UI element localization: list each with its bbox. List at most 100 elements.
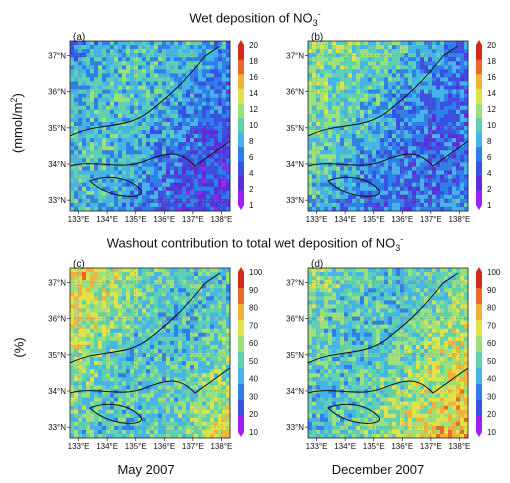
heatmap-cell — [194, 198, 199, 204]
heatmap-cell — [316, 117, 321, 123]
heatmap-cell — [348, 77, 353, 82]
heatmap-cell — [412, 186, 417, 192]
heatmap-cell — [98, 61, 103, 66]
heatmap-cell — [210, 206, 215, 212]
heatmap-cell — [110, 154, 115, 159]
heatmap-cell — [146, 138, 151, 143]
heatmap-cell — [368, 73, 373, 78]
heatmap-cell — [210, 166, 215, 171]
heatmap-cell — [70, 142, 75, 147]
y-tick-label: 37°N — [286, 51, 304, 60]
heatmap-cell — [122, 304, 127, 309]
heatmap-cell — [90, 296, 95, 301]
heatmap-cell — [428, 142, 433, 147]
heatmap-cell — [86, 109, 91, 115]
heatmap-cell — [360, 121, 365, 127]
heatmap-cell — [166, 81, 171, 86]
heatmap-cell — [436, 166, 441, 171]
heatmap-cell — [412, 138, 417, 143]
heatmap-cell — [98, 206, 103, 212]
heatmap-cell — [336, 73, 341, 78]
heatmap-cell — [138, 348, 143, 354]
heatmap-cell — [408, 77, 413, 82]
heatmap-cell — [82, 65, 87, 70]
heatmap-cell — [146, 154, 151, 159]
heatmap-cell — [412, 69, 417, 74]
heatmap-cell — [198, 45, 203, 50]
heatmap-cell — [166, 65, 171, 70]
heatmap-cell — [218, 93, 223, 98]
heatmap-cell — [98, 417, 103, 423]
heatmap-cell — [226, 53, 231, 58]
heatmap-cell — [122, 130, 127, 135]
heatmap-cell — [448, 101, 453, 107]
heatmap-cell — [110, 361, 115, 366]
heatmap-cell — [178, 397, 183, 402]
heatmap-cell — [368, 113, 373, 119]
heatmap-cell — [384, 65, 389, 70]
heatmap-cell — [436, 182, 441, 188]
heatmap-cell — [336, 142, 341, 147]
heatmap-cell — [436, 109, 441, 115]
heatmap-cell — [182, 162, 187, 167]
heatmap-cell — [142, 53, 147, 58]
heatmap-cell — [158, 178, 163, 183]
heatmap-cell — [202, 81, 207, 86]
heatmap-cell — [432, 53, 437, 58]
heatmap-cell — [186, 268, 191, 273]
heatmap-cell — [126, 166, 131, 171]
heatmap-cell — [78, 49, 83, 54]
heatmap-cell — [312, 53, 317, 58]
heatmap-cell — [186, 272, 191, 277]
heatmap-cell — [126, 284, 131, 289]
heatmap-cell — [460, 154, 465, 159]
heatmap-cell — [158, 85, 163, 90]
heatmap-cell — [190, 348, 195, 354]
heatmap-cell — [174, 393, 179, 398]
heatmap-cell — [424, 162, 429, 167]
heatmap-cell — [316, 69, 321, 74]
heatmap-cell — [150, 202, 155, 208]
heatmap-cell — [114, 194, 119, 200]
heatmap-cell — [308, 198, 313, 204]
heatmap-cell — [150, 288, 155, 293]
heatmap-cell — [324, 154, 329, 159]
heatmap-cell — [106, 194, 111, 200]
heatmap-cell — [222, 89, 227, 94]
heatmap-cell — [106, 365, 111, 370]
heatmap-cell — [404, 85, 409, 90]
heatmap-cell — [78, 45, 83, 50]
colorbar-tick-label: 20 — [487, 41, 496, 50]
heatmap-cell — [134, 202, 139, 208]
heatmap-cell — [436, 150, 441, 155]
heatmap-cell — [78, 105, 83, 111]
heatmap-cell — [432, 41, 437, 46]
heatmap-cell — [388, 73, 393, 78]
heatmap-cell — [94, 41, 99, 46]
heatmap-cell — [70, 49, 75, 54]
heatmap-cell — [218, 405, 223, 410]
heatmap-cell — [70, 81, 75, 86]
heatmap-cell — [356, 85, 361, 90]
heatmap-cell — [86, 272, 91, 277]
heatmap-cell — [70, 361, 75, 366]
heatmap-cell — [178, 320, 183, 325]
heatmap-cell — [328, 138, 333, 143]
heatmap-cell — [154, 109, 159, 115]
heatmap-cell — [320, 121, 325, 127]
heatmap-cell — [202, 85, 207, 90]
heatmap-cell — [86, 113, 91, 119]
heatmap-cell — [70, 126, 75, 131]
heatmap-cell — [186, 369, 191, 374]
heatmap-cell — [178, 190, 183, 196]
heatmap-cell — [106, 77, 111, 82]
heatmap-cell — [154, 186, 159, 192]
heatmap-cell — [102, 65, 107, 70]
heatmap-cell — [146, 393, 151, 398]
heatmap-cell — [70, 340, 75, 346]
heatmap-cell — [114, 385, 119, 390]
heatmap-cell — [134, 292, 139, 297]
heatmap-cell — [396, 150, 401, 155]
heatmap-cell — [400, 101, 405, 107]
heatmap-cell — [98, 150, 103, 155]
